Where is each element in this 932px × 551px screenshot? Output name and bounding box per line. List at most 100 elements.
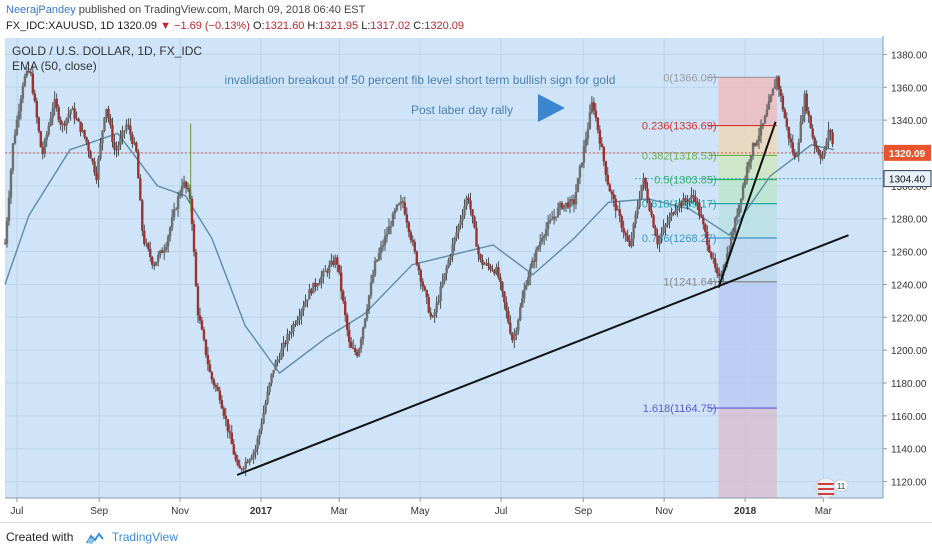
candle-body [194, 252, 198, 287]
candle-body [831, 132, 834, 145]
candle-body [443, 273, 446, 282]
y-tick-label: 1340.00 [891, 116, 928, 127]
fib-level-label: 0.5(1303.85) [654, 175, 716, 187]
candle-body [739, 198, 743, 205]
candle-body [817, 148, 820, 155]
candle-body [688, 198, 691, 203]
candle-body [65, 118, 68, 126]
candle-body [395, 204, 399, 211]
candle-body [692, 195, 695, 197]
candle-body [143, 230, 146, 244]
candle-body [789, 138, 793, 143]
candle-body [184, 181, 188, 188]
candle-body [413, 242, 417, 252]
candle-body [570, 199, 574, 201]
flag-stripe [818, 488, 834, 490]
candle-body [670, 212, 673, 217]
flag-stripe [818, 483, 834, 485]
candle-body [236, 459, 239, 466]
candle-body [672, 212, 675, 215]
author-link[interactable]: NeerajPandey [6, 4, 76, 16]
candle-body [326, 270, 329, 273]
candle-body [761, 123, 765, 126]
level-badge [883, 170, 932, 188]
candle-body [556, 207, 560, 217]
candle-body [15, 119, 19, 135]
candle-body [664, 224, 667, 228]
fib-zone [718, 125, 777, 156]
candle-body [465, 197, 468, 207]
candle-body [787, 126, 791, 139]
candle-body [204, 339, 208, 355]
x-tick-label: 2017 [250, 506, 273, 517]
candle-body [660, 233, 663, 238]
chart-title: GOLD / U.S. DOLLAR, 1D, FX_IDC [12, 44, 202, 58]
candle-body [459, 220, 462, 226]
candle-body [135, 142, 138, 152]
candle-body [727, 252, 731, 254]
trend-line [717, 121, 777, 289]
candle-body [497, 267, 500, 278]
candle-body [467, 197, 470, 201]
candle-body [232, 444, 235, 455]
candle-body [172, 209, 176, 218]
candle-body [821, 155, 824, 159]
y-tick-label: 1160.00 [891, 412, 927, 423]
candle-body [158, 250, 162, 256]
candle-body [618, 209, 621, 217]
tradingview-brand-link[interactable]: TradingView [111, 530, 178, 544]
candle-body [73, 108, 76, 119]
candle-body [429, 312, 432, 317]
candle-body [332, 260, 335, 265]
candle-body [270, 373, 273, 384]
candle-body [572, 199, 576, 205]
candle-body [507, 311, 510, 323]
candle-body [606, 174, 609, 185]
candle-body [250, 457, 253, 460]
flag-badge-count: 11 [837, 482, 846, 491]
candle-body [590, 102, 594, 113]
y-tick-label: 1180.00 [891, 379, 927, 390]
y-tick-label: 1240.00 [891, 280, 928, 291]
candle-body [296, 320, 299, 325]
candle-body [405, 214, 409, 223]
candle-body [7, 197, 11, 221]
candle-body [765, 109, 769, 117]
candle-body [602, 146, 606, 162]
candle-body [411, 239, 415, 243]
candle-body [600, 143, 604, 147]
candle-body [53, 98, 56, 109]
candle-body [345, 315, 349, 330]
candle-body [168, 227, 172, 237]
y-tick-label: 1260.00 [891, 248, 928, 259]
candle-body [453, 237, 456, 245]
candle-body [737, 204, 741, 216]
candle-body [306, 299, 309, 302]
candle-body [491, 269, 494, 271]
candle-body [312, 282, 315, 294]
candle-body [735, 215, 739, 219]
price-chart[interactable]: 0(1366.06) 0.236(1336.69) 0.382(1318.53) 0.… [0, 36, 932, 522]
candle-body [668, 216, 671, 223]
candle-body [769, 95, 773, 102]
candle-body [598, 130, 602, 144]
candle-body [421, 281, 424, 287]
candle-body [646, 188, 649, 201]
y-tick-label: 1380.00 [891, 50, 928, 61]
fib-level-label: 0.382(1318.53) [642, 150, 717, 162]
candle-body [230, 432, 233, 445]
candle-body [164, 246, 168, 251]
close-value: 1320.09 [424, 20, 465, 32]
candle-body [755, 141, 759, 146]
candle-body [202, 329, 206, 340]
candle-body [87, 142, 90, 152]
candle-body [75, 118, 78, 120]
candle-body [560, 202, 564, 209]
candle-body [763, 116, 767, 124]
candle-body [198, 315, 202, 321]
high-value: 1321.95 [318, 20, 359, 32]
candle-body [139, 178, 142, 201]
low-label: L: [361, 20, 371, 32]
candle-body [550, 219, 554, 221]
candle-body [254, 449, 257, 453]
